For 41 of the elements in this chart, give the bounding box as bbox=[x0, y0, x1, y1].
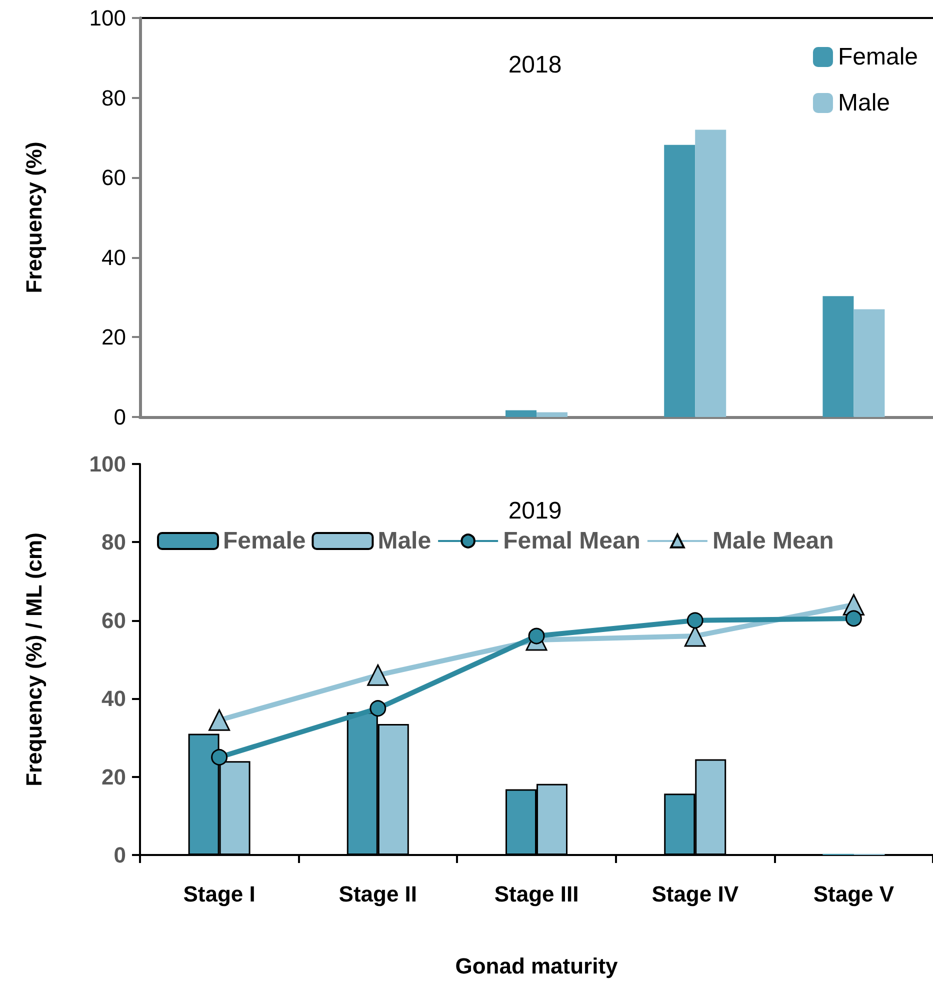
y-tick-label: 100 bbox=[89, 452, 126, 476]
x-tick-label: Stage III bbox=[494, 882, 579, 906]
x-axis-title: Gonad maturity bbox=[455, 954, 619, 978]
bar bbox=[854, 309, 885, 417]
y-tick-label: 20 bbox=[102, 764, 126, 790]
y-axis-title: Frequency (%) / ML (cm) bbox=[22, 532, 46, 786]
legend-label: Male Mean bbox=[712, 528, 834, 554]
y-tick-label: 0 bbox=[114, 404, 126, 430]
y-tick-label: 40 bbox=[102, 686, 126, 712]
point bbox=[367, 664, 389, 686]
y-axis-title: Frequency (%) bbox=[22, 142, 46, 294]
y-tick-label: 40 bbox=[102, 244, 126, 270]
point bbox=[370, 700, 386, 717]
bar bbox=[822, 296, 854, 417]
legend-label: Male bbox=[838, 90, 890, 116]
legend-label: Female bbox=[223, 528, 306, 554]
x-tick-label: Stage II bbox=[338, 882, 418, 906]
text: 2018 bbox=[508, 52, 562, 78]
y-tick-label: 80 bbox=[102, 530, 126, 555]
legend-label: Male bbox=[378, 528, 432, 554]
x-tick-label: Stage IV bbox=[652, 882, 739, 906]
bar bbox=[536, 412, 568, 417]
point bbox=[528, 628, 545, 644]
y-tick-label: 80 bbox=[102, 85, 126, 110]
y-tick-label: 0 bbox=[114, 842, 126, 868]
bar bbox=[506, 410, 536, 417]
legend-label: Femal Mean bbox=[503, 528, 640, 554]
legend-label: Female bbox=[838, 44, 918, 70]
y-tick-label: 20 bbox=[102, 324, 126, 350]
point bbox=[686, 612, 704, 629]
text: 2019 bbox=[508, 498, 562, 524]
x-tick-label: Stage I bbox=[183, 882, 256, 906]
y-tick-label: 60 bbox=[102, 608, 126, 633]
bar bbox=[695, 130, 726, 417]
x-tick-label: Stage V bbox=[813, 882, 894, 906]
point bbox=[845, 610, 862, 627]
point bbox=[208, 709, 230, 731]
bar bbox=[664, 144, 696, 417]
y-tick-label: 100 bbox=[89, 6, 126, 30]
point bbox=[211, 749, 228, 766]
y-tick-label: 60 bbox=[102, 165, 126, 190]
